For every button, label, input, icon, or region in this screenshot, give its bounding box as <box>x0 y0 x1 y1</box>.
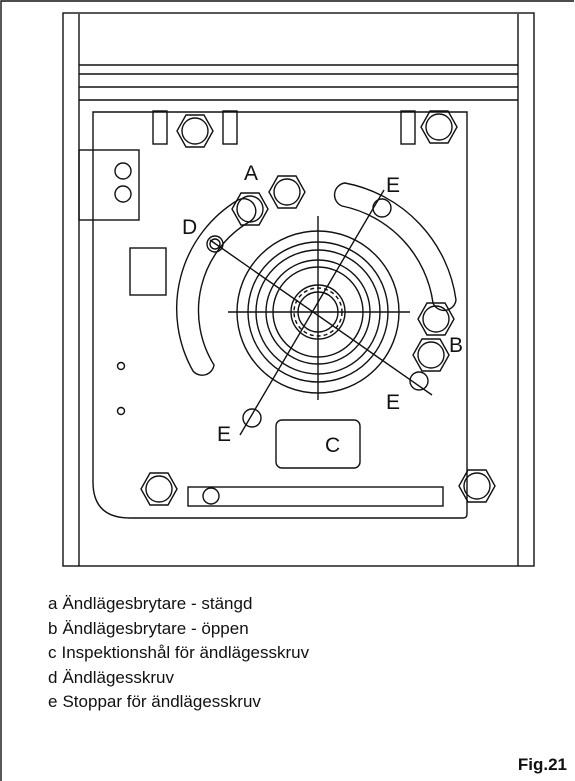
label-e-top: E <box>386 174 400 197</box>
housing-outer <box>62 12 535 567</box>
legend: a Ändlägesbrytare - stängd b Ändlägesbryta… <box>48 592 309 715</box>
label-b: B <box>449 334 463 357</box>
stop-right <box>409 371 429 391</box>
leader-e-top <box>239 189 385 436</box>
legend-item: a Ändlägesbrytare - stängd <box>48 594 253 613</box>
label-c: C <box>325 434 340 457</box>
hex-bolt <box>140 472 178 506</box>
inner-plate <box>92 111 468 519</box>
stop-bottom <box>242 408 262 428</box>
switch-a-bolt <box>231 192 269 226</box>
hex-bolt <box>420 110 458 144</box>
bracket <box>152 110 168 145</box>
legend-item: b Ändlägesbrytare - öppen <box>48 618 249 638</box>
leader-d <box>209 239 433 396</box>
hex-bolt <box>176 114 214 148</box>
switch-b-bolt <box>412 338 450 372</box>
legend-item: c Inspektionshål för ändlägesskruv <box>48 643 310 663</box>
legend-item: e Stoppar för ändlägesskruv <box>48 692 261 712</box>
label-e-right: E <box>386 391 400 414</box>
left-arc-slot <box>175 198 257 376</box>
label-d: D <box>182 216 197 239</box>
terminal-block <box>78 149 140 221</box>
switch-a-bolt <box>268 175 306 209</box>
hex-bolt <box>458 469 496 503</box>
switch-b-bolt <box>417 302 455 336</box>
figure-label: Fig.21 <box>517 755 567 774</box>
mechanism-drawing: A D E B E E C <box>62 12 535 567</box>
stop-top <box>372 198 392 218</box>
bottom-bar <box>187 486 444 507</box>
right-arc-slot <box>333 182 457 312</box>
label-e-bottom: E <box>217 423 231 446</box>
label-a: A <box>244 162 258 185</box>
inspection-hole <box>275 419 361 469</box>
plate-block <box>129 247 167 296</box>
legend-item: d Ändlägesskruv <box>48 667 174 687</box>
end-position-screw <box>206 235 224 253</box>
